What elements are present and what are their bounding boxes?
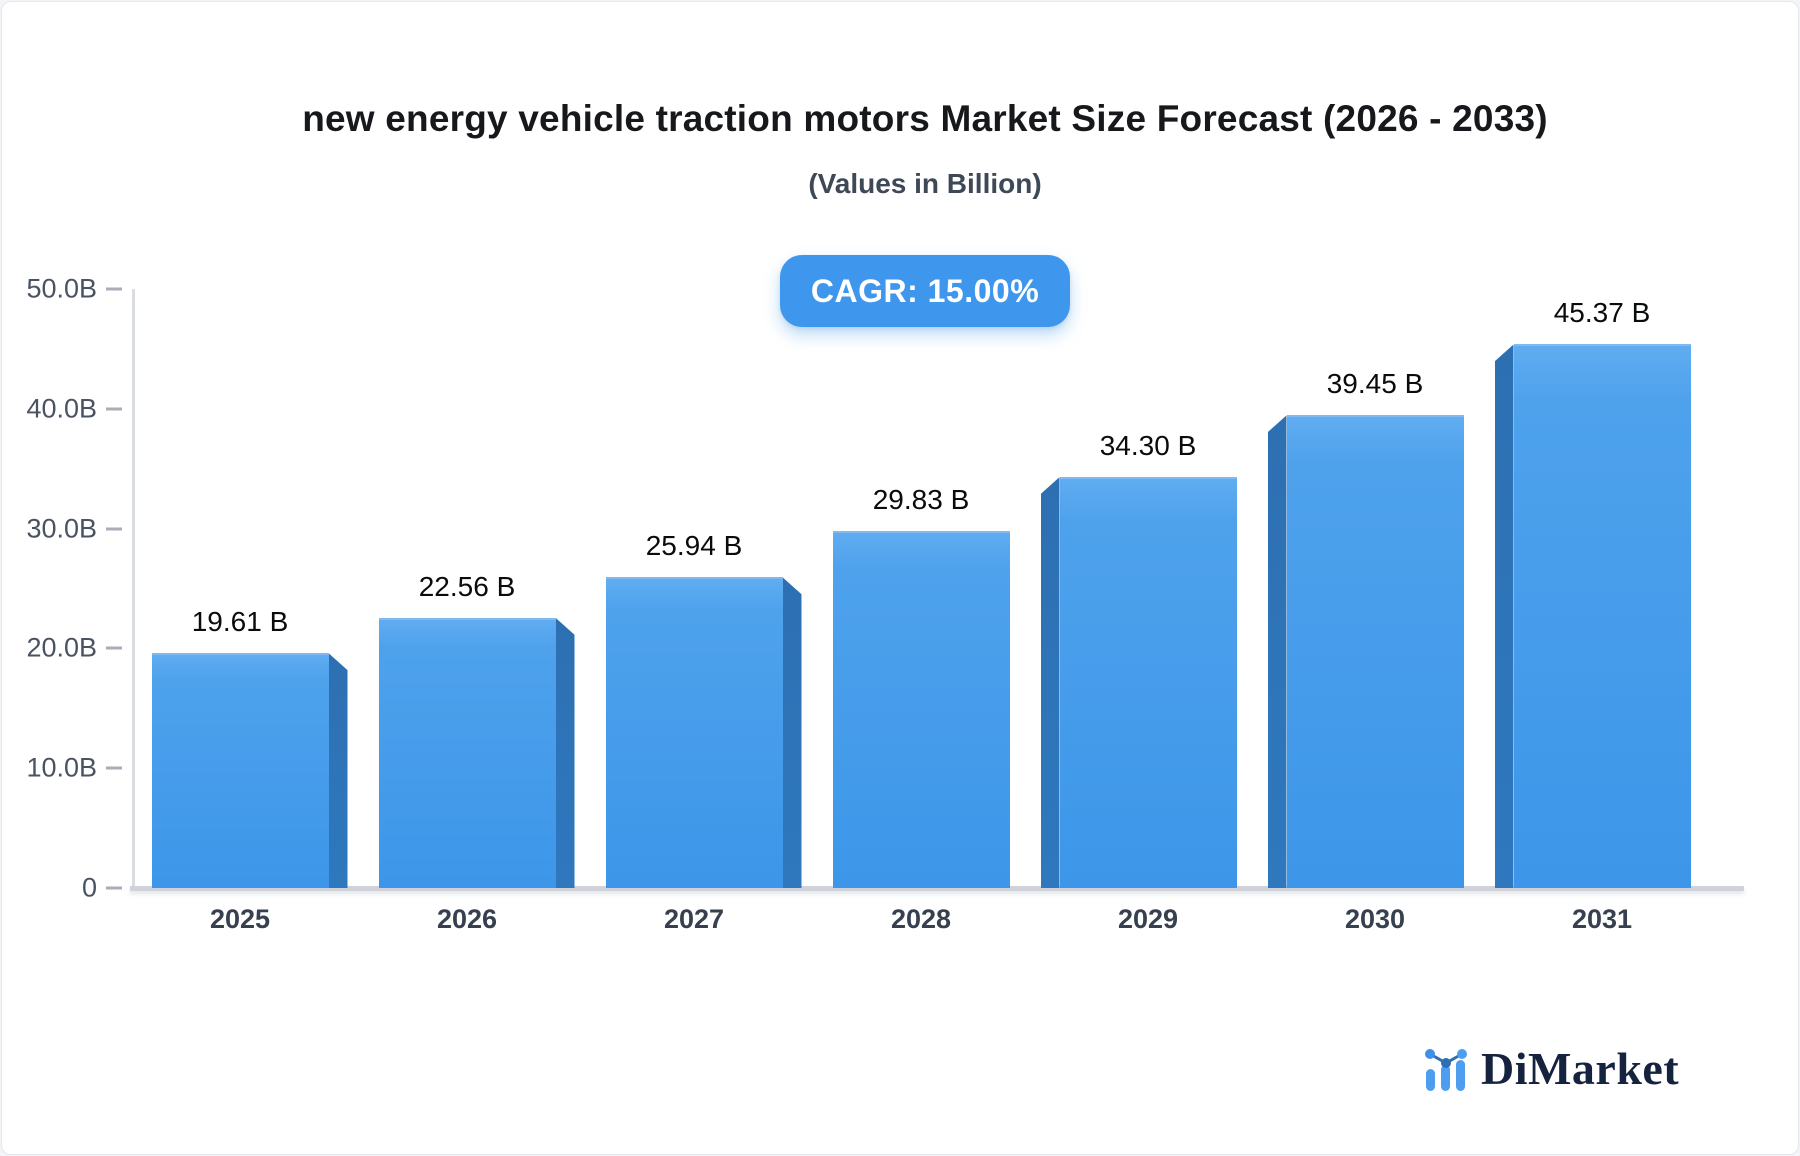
bar-3d-side (1040, 477, 1060, 888)
x-axis-label: 2030 (1344, 904, 1406, 934)
bar-chart-logo-icon (1425, 1048, 1467, 1091)
bar (151, 653, 329, 888)
x-axis-label: 2025 (209, 904, 271, 934)
y-axis-tick-dash (106, 407, 122, 411)
bar-value-label: 19.61 B (191, 606, 289, 638)
y-axis-line (132, 289, 135, 889)
bar-value-label: 45.37 B (1553, 297, 1651, 329)
cagr-badge-label: CAGR: 15.00% (810, 272, 1040, 309)
y-axis-tick-dash (106, 646, 122, 650)
bar (1513, 344, 1691, 888)
bar-3d-side (1267, 415, 1287, 888)
y-axis-tick-dash (106, 886, 122, 890)
y-axis-tick-dash (106, 287, 122, 291)
x-axis-label: 2031 (1571, 904, 1633, 934)
bar (832, 530, 1010, 888)
bar (1286, 415, 1464, 888)
x-axis-label: 2026 (436, 904, 498, 934)
chart-title: new energy vehicle traction motors Marke… (302, 98, 1548, 139)
bar-value-label: 25.94 B (645, 530, 743, 562)
y-axis-tick-label: 10.0B (26, 752, 97, 783)
y-axis-tick-label: 40.0B (26, 393, 97, 424)
y-axis-tick-label: 30.0B (26, 513, 97, 544)
chart-subtitle: (Values in Billion) (808, 168, 1042, 199)
y-axis-tick-dash (106, 766, 122, 770)
brand-logo: DiMarket (1423, 1042, 1679, 1095)
bar (1059, 477, 1237, 888)
bar-3d-side (328, 653, 348, 888)
brand-name: DiMarket (1481, 1043, 1680, 1094)
y-axis-tick-dash (106, 527, 122, 531)
bar-3d-side (782, 577, 802, 888)
cagr-badge: CAGR: 15.00% (780, 255, 1070, 327)
bar-3d-side (1494, 344, 1514, 888)
bar-value-label: 29.83 B (872, 483, 970, 515)
x-axis-label: 2028 (890, 904, 952, 934)
bar (605, 577, 783, 888)
bar-value-label: 34.30 B (1099, 430, 1197, 462)
bar-value-label: 22.56 B (418, 570, 516, 602)
x-axis-label: 2029 (1117, 904, 1179, 934)
y-axis-tick-label: 20.0B (26, 632, 97, 663)
bar-value-label: 39.45 B (1326, 368, 1424, 400)
y-axis-tick-label: 50.0B (26, 273, 97, 304)
y-axis-tick-label: 0 (81, 872, 97, 903)
bar-3d-side (555, 617, 575, 888)
x-axis-label: 2027 (663, 904, 725, 934)
bar (378, 617, 556, 888)
x-axis-baseline (130, 886, 1744, 891)
